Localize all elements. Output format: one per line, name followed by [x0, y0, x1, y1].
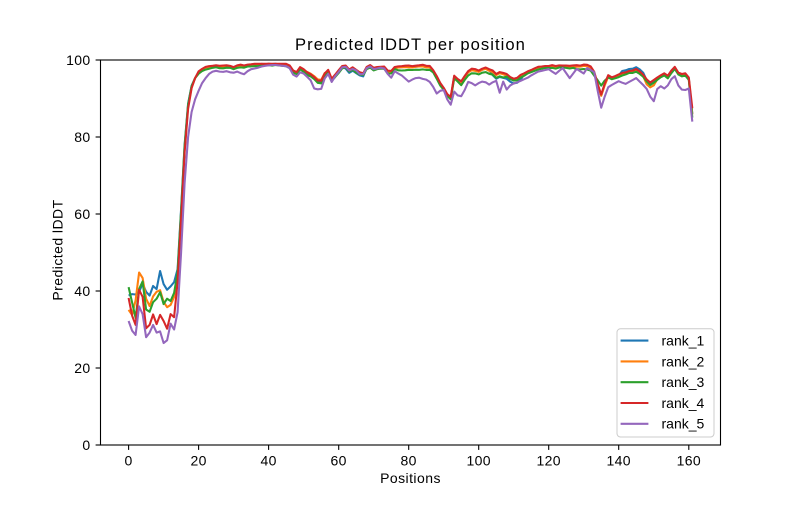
svg-text:160: 160 — [677, 453, 701, 469]
svg-text:Positions: Positions — [380, 470, 441, 486]
svg-text:120: 120 — [536, 453, 560, 469]
svg-text:140: 140 — [606, 453, 630, 469]
svg-text:rank_2: rank_2 — [662, 353, 705, 369]
svg-text:0: 0 — [125, 453, 133, 469]
svg-text:20: 20 — [190, 453, 206, 469]
svg-text:rank_1: rank_1 — [662, 333, 705, 349]
svg-text:20: 20 — [74, 360, 90, 376]
svg-text:80: 80 — [74, 129, 90, 145]
svg-text:rank_5: rank_5 — [662, 416, 705, 432]
svg-text:rank_4: rank_4 — [662, 395, 705, 411]
svg-text:80: 80 — [401, 453, 417, 469]
svg-text:60: 60 — [74, 206, 90, 222]
svg-text:100: 100 — [66, 52, 90, 68]
svg-text:rank_3: rank_3 — [662, 374, 705, 390]
svg-text:0: 0 — [82, 437, 90, 453]
svg-text:60: 60 — [331, 453, 347, 469]
svg-text:Predicted lDDT: Predicted lDDT — [50, 199, 66, 300]
svg-text:40: 40 — [260, 453, 276, 469]
svg-text:Predicted lDDT per position: Predicted lDDT per position — [295, 35, 526, 54]
svg-text:100: 100 — [466, 453, 490, 469]
svg-text:40: 40 — [74, 283, 90, 299]
